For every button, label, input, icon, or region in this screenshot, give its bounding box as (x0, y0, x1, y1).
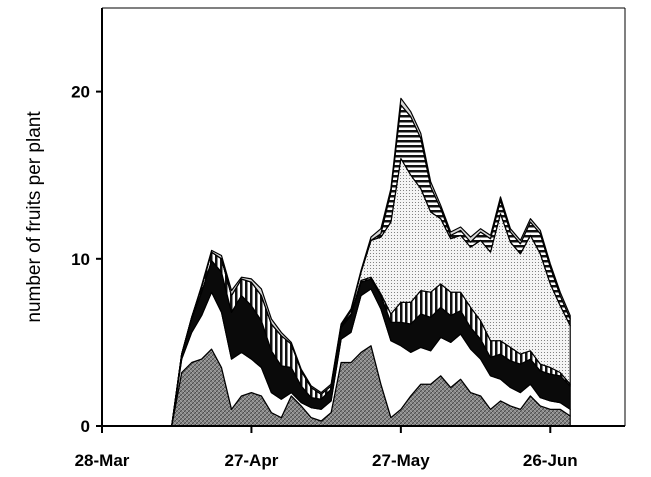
x-tick-label: 28-Mar (75, 451, 130, 470)
x-tick-label: 27-Apr (224, 451, 278, 470)
x-tick-label: 27-May (372, 451, 430, 470)
stacked-areas (171, 97, 571, 427)
plot-frame (101, 7, 626, 427)
y-tick-label: 20 (71, 83, 90, 102)
y-tick-label: 10 (71, 250, 90, 269)
x-axis-ticks: 28-Mar 27-Apr 27-May 26-Jun (75, 426, 578, 470)
y-axis-title: number of fruits per plant (24, 111, 45, 323)
x-tick-label: 26-Jun (523, 451, 578, 470)
y-tick-label: 0 (81, 417, 90, 436)
y-axis-ticks: 0 10 20 (71, 83, 102, 436)
area-series-7 (171, 97, 571, 427)
